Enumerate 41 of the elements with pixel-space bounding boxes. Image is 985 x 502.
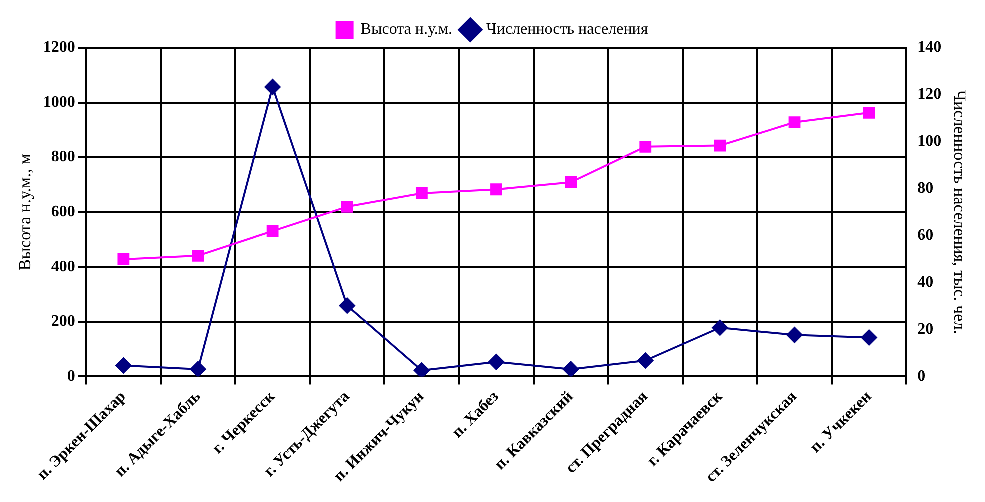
point bbox=[264, 79, 281, 96]
point bbox=[118, 254, 130, 266]
y-tick-label: 200 bbox=[51, 313, 76, 330]
point bbox=[341, 200, 354, 213]
point bbox=[192, 250, 204, 262]
y2-tick-label: 140 bbox=[918, 39, 942, 56]
point bbox=[490, 184, 502, 196]
point bbox=[488, 354, 504, 370]
point bbox=[116, 358, 132, 374]
y-tick-label: 800 bbox=[51, 148, 76, 166]
y2-tick-label: 40 bbox=[918, 274, 934, 291]
y2-tick-label: 80 bbox=[918, 180, 934, 198]
point bbox=[414, 362, 430, 377]
y-tick-label: 1000 bbox=[43, 94, 76, 111]
point bbox=[712, 320, 728, 336]
y-tick-label: 1200 bbox=[43, 39, 76, 56]
y2-axis-title: Численность населения, тыс. чел. bbox=[950, 90, 970, 334]
y-tick-label: 400 bbox=[51, 258, 76, 276]
y-tick-label: 0 bbox=[67, 368, 76, 385]
point bbox=[563, 361, 580, 377]
y-tick-label: 600 bbox=[51, 204, 76, 221]
y-axis-title: Высота н.у.м., м bbox=[16, 154, 35, 271]
point bbox=[863, 106, 876, 119]
y2-tick-label: 0 bbox=[918, 368, 926, 385]
point bbox=[339, 298, 356, 314]
point bbox=[640, 140, 652, 153]
point bbox=[638, 352, 654, 369]
point bbox=[190, 361, 206, 377]
legend-label: Численность населения bbox=[486, 21, 649, 38]
y2-tick-label: 60 bbox=[918, 226, 934, 244]
y2-tick-label: 100 bbox=[918, 133, 942, 150]
y2-tick-label: 20 bbox=[918, 320, 934, 338]
point bbox=[861, 330, 878, 346]
point bbox=[788, 116, 801, 128]
point bbox=[714, 140, 726, 152]
point bbox=[786, 327, 803, 344]
legend-label: Высота н.у.м. bbox=[360, 21, 452, 38]
y2-tick-label: 120 bbox=[918, 86, 942, 104]
point bbox=[416, 188, 428, 200]
point bbox=[266, 225, 279, 238]
point bbox=[565, 176, 578, 188]
